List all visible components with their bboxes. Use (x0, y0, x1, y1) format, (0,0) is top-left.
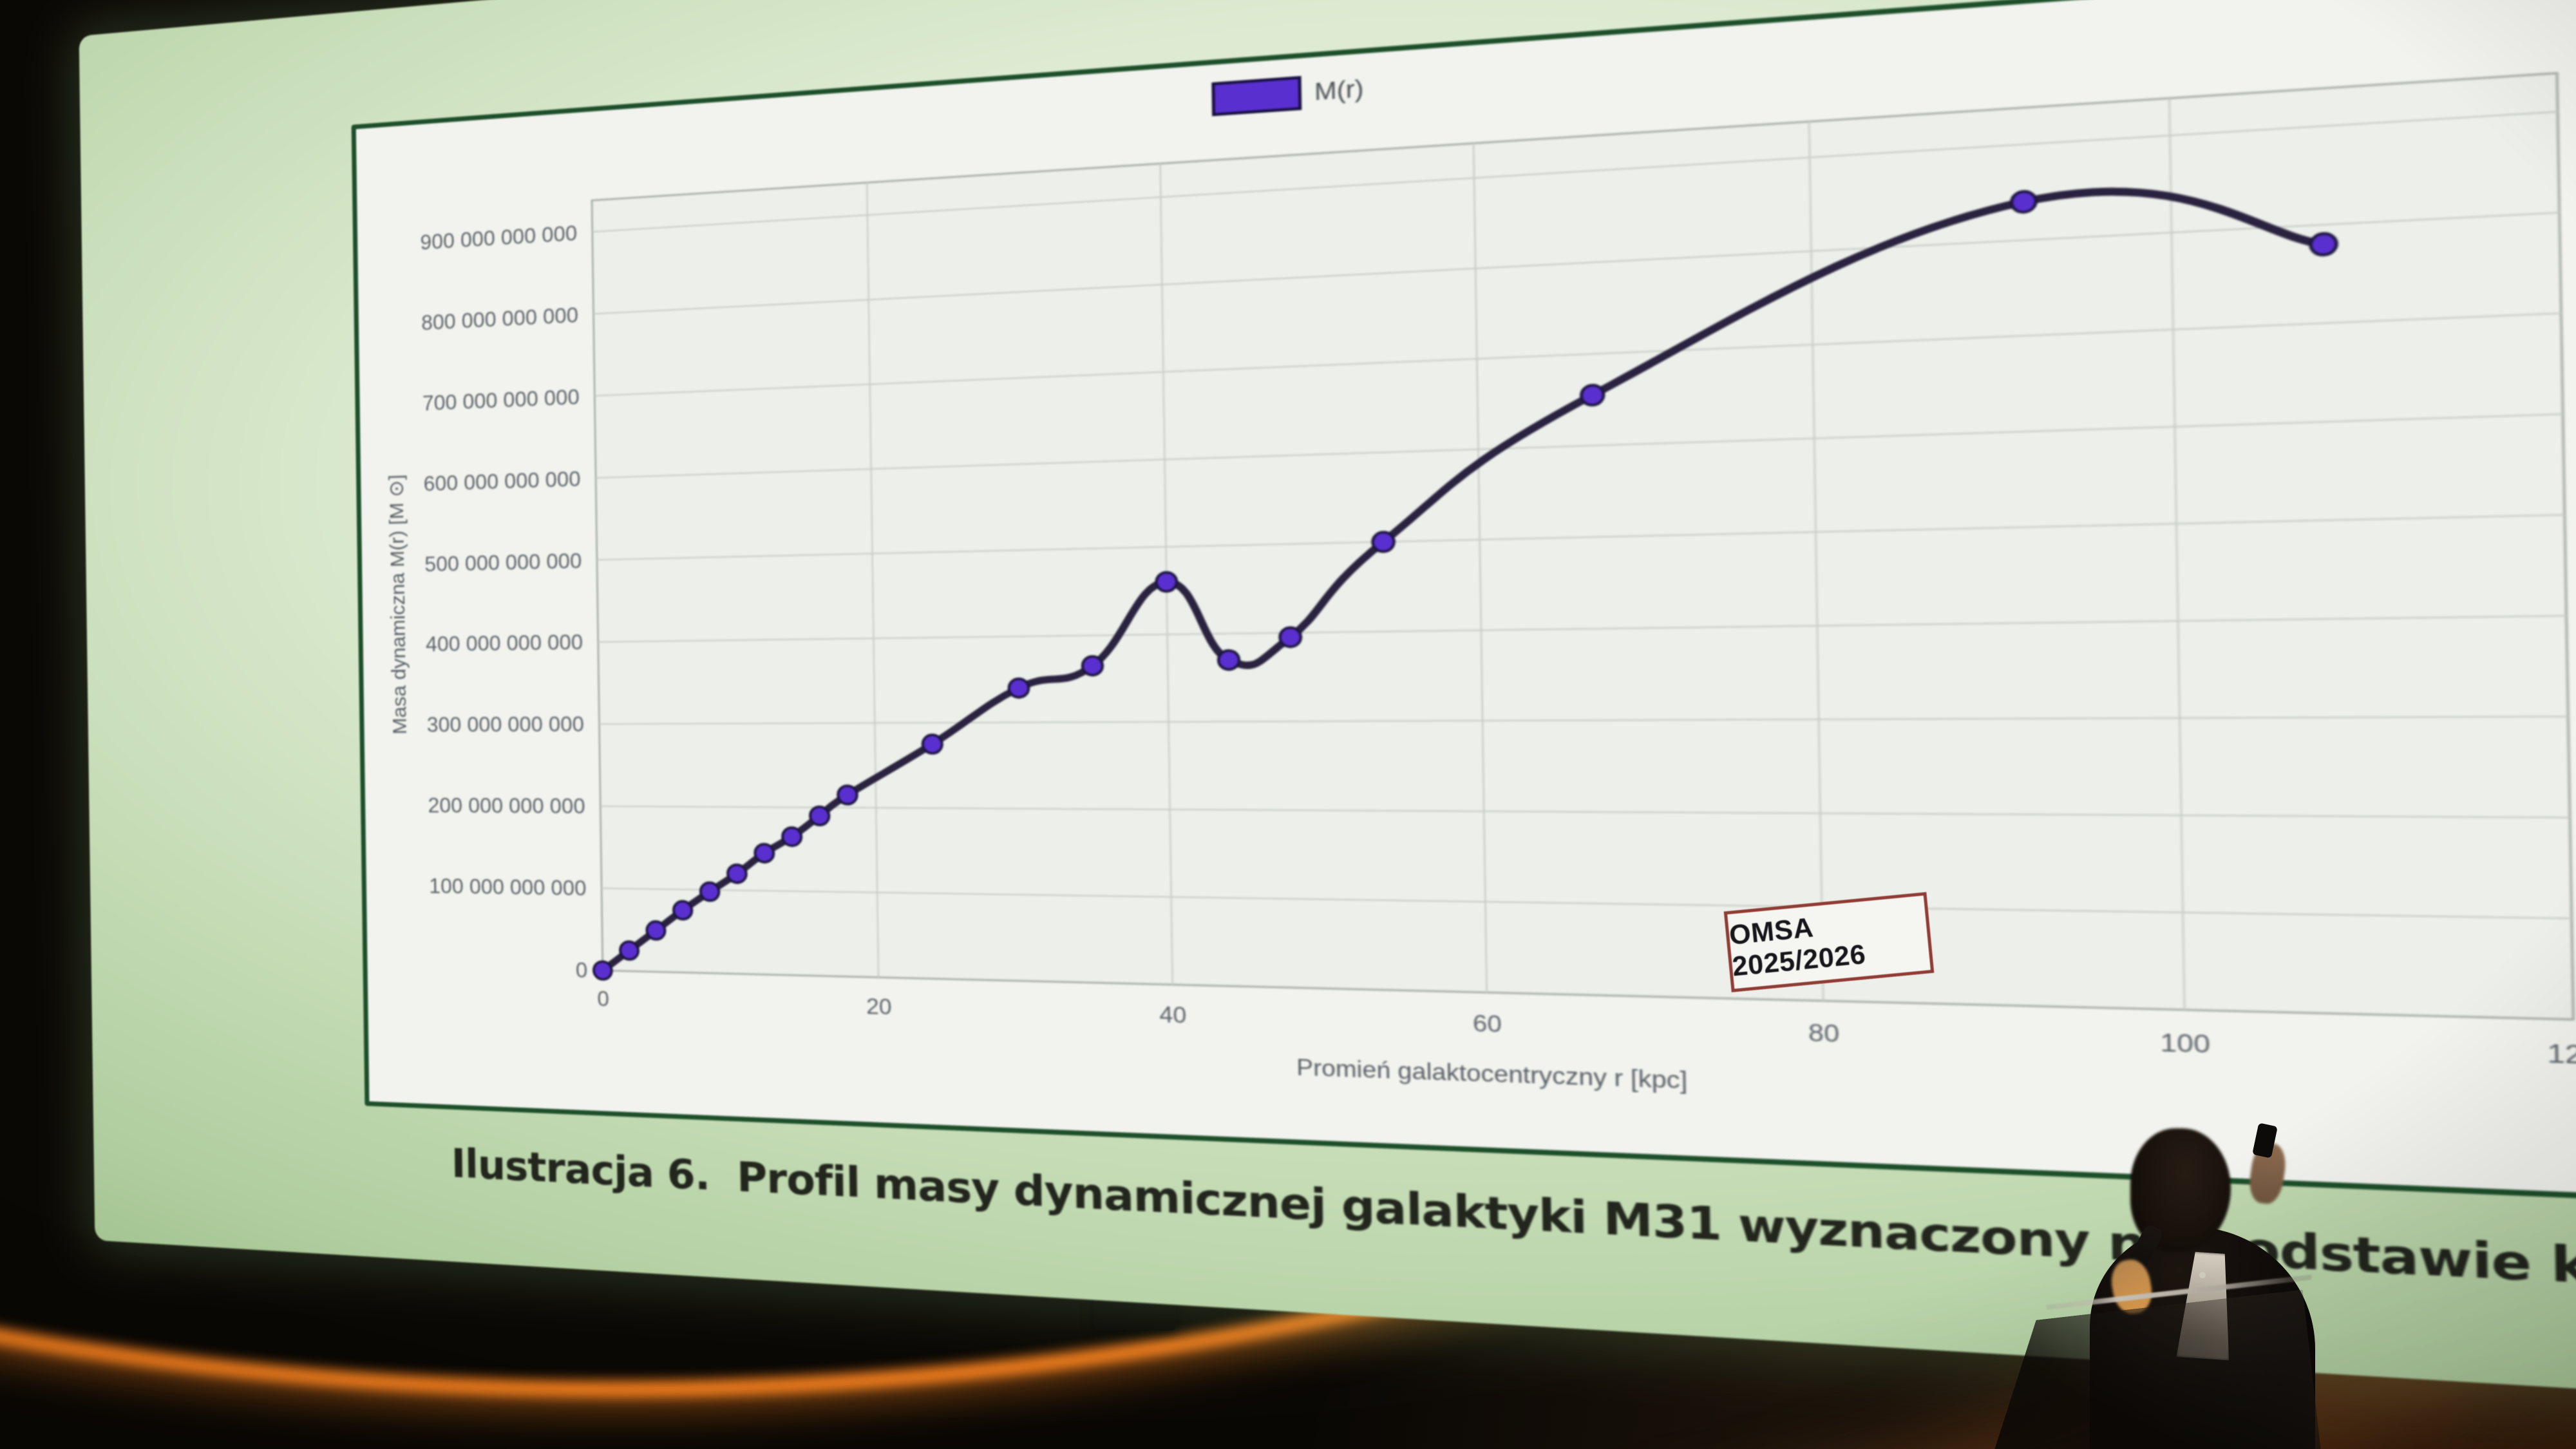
legend-label: M(r) (1314, 74, 1364, 106)
data-point (620, 942, 638, 960)
y-tick-label: 500 000 000 000 (424, 549, 582, 576)
data-point (782, 828, 802, 846)
x-tick-label: 80 (1808, 1020, 1840, 1047)
data-point (1218, 650, 1240, 670)
y-tick-label: 800 000 000 000 (421, 304, 578, 335)
y-axis-title: Masa dynamiczna M(r) [M ⊙] (386, 475, 411, 735)
x-tick-label: 40 (1159, 1003, 1187, 1028)
chart-panel: 0 100 000 000 000 200 000 000 000 300 000 0… (351, 0, 2576, 1202)
data-point (1280, 627, 1301, 647)
x-tick-label: 100 (2160, 1030, 2210, 1059)
legend-swatch-icon (1211, 75, 1302, 117)
x-tick-label: 0 (597, 988, 609, 1012)
y-tick-label: 0 (576, 959, 588, 982)
presenter-necklace (2199, 1272, 2206, 1278)
y-tick-label: 100 000 000 000 (429, 875, 587, 900)
data-point (728, 864, 746, 882)
data-point (701, 882, 719, 900)
data-point (1009, 679, 1028, 697)
y-tick-label: 900 000 000 000 (420, 222, 577, 254)
mass-profile-chart: 0 100 000 000 000 200 000 000 000 300 000 0… (386, 0, 2576, 1094)
data-point (755, 844, 773, 863)
data-point (2011, 191, 2036, 213)
data-point (1156, 572, 1177, 591)
data-point (810, 807, 829, 826)
data-point (594, 961, 612, 980)
data-point (923, 735, 943, 753)
data-point (647, 922, 665, 940)
y-tick-label: 400 000 000 000 (426, 632, 583, 657)
data-point (1581, 384, 1604, 405)
x-tick-label: 60 (1473, 1011, 1502, 1037)
data-point (838, 786, 857, 804)
y-tick-label: 700 000 000 000 (422, 386, 580, 415)
data-point (1372, 532, 1394, 552)
x-tick-label: 120 (2547, 1040, 2576, 1070)
data-point (1083, 656, 1103, 676)
data-point (674, 901, 692, 919)
data-point (2311, 233, 2337, 256)
y-tick-label: 200 000 000 000 (428, 795, 585, 819)
y-tick-label: 300 000 000 000 (427, 714, 584, 737)
plot-area (592, 73, 2573, 1020)
x-tick-label: 20 (866, 995, 892, 1019)
y-tick-label: 600 000 000 000 (424, 468, 581, 495)
x-axis-title: Promień galaktocentryczny r [kpc] (1296, 1056, 1688, 1094)
